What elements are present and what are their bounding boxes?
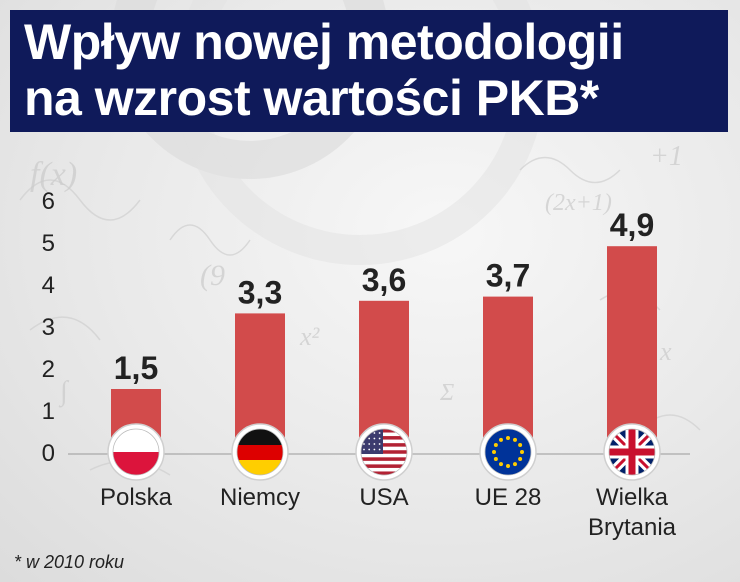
title-line-1: Wpływ nowej metodologii (24, 14, 624, 70)
svg-text:x: x (659, 337, 672, 366)
category-label: Wielka Brytania (588, 484, 677, 541)
chart-title: Wpływ nowej metodologii na wzrost wartoś… (10, 10, 728, 132)
value-label: 3,6 (362, 262, 406, 298)
footnote: * w 2010 roku (14, 552, 125, 572)
category-label: Niemcy (220, 484, 300, 511)
category-label: USA (359, 484, 408, 511)
category-label: Polska (100, 484, 173, 511)
y-tick-label: 3 (42, 314, 55, 341)
svg-text:∫: ∫ (58, 376, 70, 408)
value-label: 3,7 (486, 258, 530, 294)
value-labels: 1,5 3,3 3,6 3,7 4,9 (114, 207, 654, 386)
y-tick-label: 4 (42, 272, 55, 299)
value-label: 1,5 (114, 350, 158, 386)
svg-text:x²: x² (299, 322, 321, 351)
flags (107, 423, 661, 481)
y-tick-label: 1 (42, 398, 55, 425)
svg-text:Σ: Σ (439, 380, 454, 406)
y-tick-label: 5 (42, 230, 55, 257)
usa-flag-icon (355, 423, 413, 481)
title-line-2: na wzrost wartości PKB* (24, 70, 599, 126)
bar-wielka-brytania (607, 246, 657, 452)
uk-flag-icon (603, 423, 661, 481)
value-label: 4,9 (610, 207, 654, 243)
y-tick-label: 6 (42, 188, 55, 215)
poland-flag-icon (107, 423, 165, 481)
germany-flag-icon (231, 423, 289, 481)
value-label: 3,3 (238, 274, 282, 310)
svg-text:f(x): f(x) (30, 156, 77, 193)
category-label: UE 28 (475, 484, 542, 511)
svg-text:(9: (9 (200, 259, 225, 292)
y-tick-label: 0 (42, 440, 55, 467)
y-tick-label: 2 (42, 356, 55, 383)
eu-flag-icon (479, 423, 537, 481)
svg-text:(2x+1): (2x+1) (545, 190, 612, 216)
category-labels: Polska Niemcy USA UE 28 Wielka Brytania (100, 484, 677, 541)
svg-text:+1: +1 (650, 141, 683, 172)
y-axis: 0 1 2 3 4 5 6 (42, 188, 690, 467)
